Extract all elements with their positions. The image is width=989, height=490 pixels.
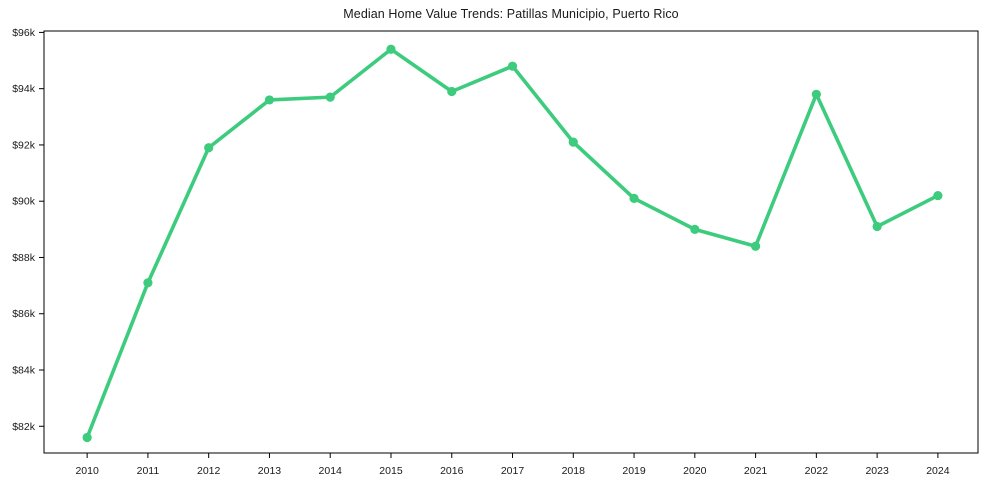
data-point xyxy=(690,224,700,234)
x-axis-tick-label: 2017 xyxy=(501,465,525,477)
y-axis-tick-label: $96k xyxy=(12,27,36,39)
data-point xyxy=(264,95,275,105)
x-axis-tick-label: 2019 xyxy=(622,465,646,477)
data-point xyxy=(325,92,335,102)
data-point xyxy=(629,193,639,203)
y-axis-tick-label: $84k xyxy=(12,365,36,377)
data-point xyxy=(447,86,457,97)
chart-title: Median Home Value Trends: Patillas Munic… xyxy=(343,7,679,21)
y-axis-tick-label: $88k xyxy=(12,252,36,264)
data-point xyxy=(82,432,92,443)
data-point xyxy=(204,143,214,153)
x-axis-tick-label: 2021 xyxy=(744,465,768,477)
x-axis-tick-label: 2010 xyxy=(75,465,99,477)
data-point xyxy=(568,137,578,147)
data-point xyxy=(811,89,821,99)
y-axis-tick-label: $92k xyxy=(12,139,36,151)
trend-line xyxy=(85,47,940,440)
x-axis-tick-label: 2015 xyxy=(379,465,403,477)
y-axis-tick-label: $86k xyxy=(12,308,36,320)
data-point xyxy=(750,241,761,251)
x-axis-tick-label: 2014 xyxy=(319,465,343,477)
x-axis-tick-label: 2020 xyxy=(683,465,707,477)
data-point xyxy=(872,221,882,232)
x-axis-tick-label: 2022 xyxy=(805,465,829,477)
y-axis-tick-label: $94k xyxy=(12,83,36,95)
x-axis-tick-label: 2024 xyxy=(926,465,950,477)
data-point xyxy=(143,278,153,288)
data-point xyxy=(507,61,518,71)
y-axis-tick-label: $82k xyxy=(12,421,36,433)
x-axis-tick-label: 2018 xyxy=(562,465,586,477)
data-point xyxy=(933,190,943,201)
x-axis-tick-label: 2012 xyxy=(197,465,221,477)
y-axis-tick-label: $90k xyxy=(12,196,36,208)
x-axis-tick-label: 2023 xyxy=(865,465,889,477)
plot-border xyxy=(43,30,979,454)
data-point xyxy=(386,44,396,54)
x-axis-tick-label: 2013 xyxy=(258,465,282,477)
x-axis-tick-label: 2011 xyxy=(137,465,160,477)
x-axis-tick-label: 2016 xyxy=(440,465,464,477)
